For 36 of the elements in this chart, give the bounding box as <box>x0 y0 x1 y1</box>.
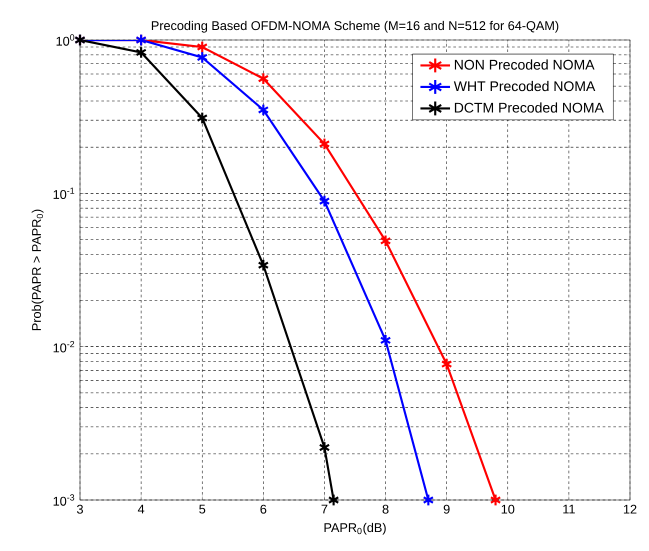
x-tick-label: 7 <box>322 504 328 514</box>
x-tick-label: 6 <box>260 504 266 514</box>
point <box>422 494 434 506</box>
point <box>318 194 330 208</box>
x-tick-label: 11 <box>563 504 575 514</box>
y-tick-label: 10$^{-3}$ <box>54 494 74 506</box>
point <box>196 51 208 64</box>
point <box>318 138 330 150</box>
point <box>258 72 270 86</box>
point <box>196 112 208 124</box>
x-tick-label: 8 <box>382 504 389 514</box>
legend-label: DCTM Precoded NOMA <box>454 102 604 113</box>
x-tick-label: 12 <box>624 504 636 514</box>
point <box>380 234 392 248</box>
point <box>328 494 340 506</box>
legend-label: NON Precoded NOMA <box>454 59 595 70</box>
x-tick-label: 4 <box>138 504 144 514</box>
x-tick-label: 9 <box>444 504 450 514</box>
y-tick-label: 10$^{-1}$ <box>54 188 74 199</box>
x-axis-title: PAPR$_{0}$(dB) <box>324 522 386 535</box>
x-tick-label: 10 <box>502 504 514 514</box>
point <box>135 46 147 59</box>
point <box>318 441 330 454</box>
point <box>258 258 270 272</box>
point <box>490 494 502 506</box>
y-tick-label: 10$^{-2}$ <box>54 340 74 352</box>
legend-label: WHT Precoded NOMA <box>454 80 596 92</box>
x-tick-label: 5 <box>199 504 206 514</box>
point <box>380 334 392 347</box>
y-axis-title: Prob(PAPR > PAPR$_{0}$) <box>32 210 44 330</box>
y-tick-label: 10$^{0}$ <box>56 34 74 46</box>
x-tick-label: 3 <box>76 504 83 514</box>
point <box>440 358 452 370</box>
chart-title: Precoding Based OFDM-NOMA Scheme (M=16 and N=512 for 64-QAM) <box>152 20 558 33</box>
point <box>196 40 208 54</box>
point <box>258 104 270 116</box>
